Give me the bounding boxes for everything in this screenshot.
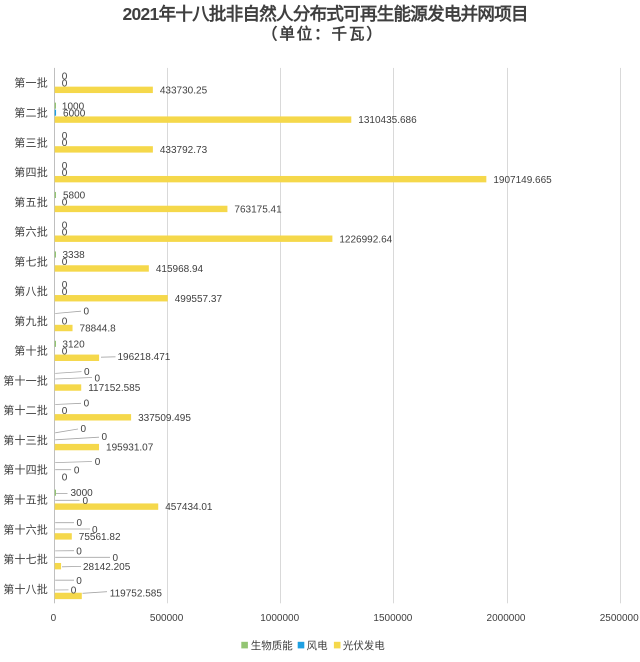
svg-text:0: 0	[62, 198, 68, 209]
svg-text:2000000: 2000000	[487, 613, 526, 624]
svg-text:433730.25: 433730.25	[160, 85, 208, 96]
svg-text:0: 0	[62, 227, 68, 238]
svg-text:0: 0	[62, 257, 68, 268]
svg-text:119752.585: 119752.585	[110, 589, 163, 600]
svg-text:第八批: 第八批	[14, 284, 48, 298]
svg-text:第二批: 第二批	[14, 105, 48, 119]
svg-text:415968.94: 415968.94	[156, 264, 204, 275]
svg-text:第三批: 第三批	[14, 135, 48, 149]
svg-text:生物质能: 生物质能	[251, 639, 293, 652]
svg-text:2021年十八批非自然人分布式可再生能源发电并网项目: 2021年十八批非自然人分布式可再生能源发电并网项目	[123, 4, 529, 24]
svg-text:第五批: 第五批	[14, 195, 48, 209]
svg-text:0: 0	[76, 576, 82, 587]
svg-text:500000: 500000	[150, 613, 184, 624]
svg-text:第十批: 第十批	[14, 344, 48, 358]
svg-text:光伏发电: 光伏发电	[343, 639, 386, 652]
svg-text:0: 0	[74, 465, 80, 476]
svg-text:0: 0	[62, 346, 68, 357]
svg-text:499557.37: 499557.37	[175, 294, 223, 305]
svg-text:0: 0	[71, 585, 77, 596]
svg-text:0: 0	[84, 399, 90, 410]
svg-text:0: 0	[76, 546, 82, 557]
svg-text:1907149.665: 1907149.665	[493, 175, 552, 186]
svg-text:（单位：千瓦）: （单位：千瓦）	[262, 24, 382, 43]
svg-text:0: 0	[51, 613, 57, 624]
svg-text:第十五批: 第十五批	[3, 493, 48, 507]
svg-text:28142.205: 28142.205	[83, 562, 131, 573]
svg-text:0: 0	[62, 138, 68, 149]
svg-text:6000: 6000	[63, 108, 86, 119]
svg-text:1226992.64: 1226992.64	[339, 234, 392, 245]
svg-text:第四批: 第四批	[14, 165, 48, 179]
svg-text:195931.07: 195931.07	[106, 443, 154, 454]
svg-text:0: 0	[84, 367, 90, 378]
svg-text:0: 0	[95, 457, 101, 468]
svg-text:78844.8: 78844.8	[80, 324, 117, 335]
svg-text:196218.471: 196218.471	[118, 352, 171, 363]
svg-text:0: 0	[62, 472, 68, 483]
svg-text:第十四批: 第十四批	[3, 463, 48, 477]
svg-text:风电: 风电	[307, 639, 329, 652]
svg-text:0: 0	[77, 518, 83, 529]
svg-text:0: 0	[62, 287, 68, 298]
svg-text:第十二批: 第十二批	[3, 403, 48, 417]
svg-text:第十三批: 第十三批	[3, 433, 48, 447]
svg-text:433792.73: 433792.73	[160, 145, 208, 156]
svg-text:1000000: 1000000	[260, 613, 299, 624]
svg-text:第十六批: 第十六批	[3, 522, 48, 536]
svg-text:第十七批: 第十七批	[3, 552, 48, 566]
svg-text:第十一批: 第十一批	[3, 373, 48, 387]
svg-text:0: 0	[81, 424, 87, 435]
svg-text:0: 0	[62, 317, 68, 328]
svg-text:0: 0	[62, 79, 68, 90]
svg-text:第一批: 第一批	[14, 76, 48, 90]
svg-text:第七批: 第七批	[14, 254, 48, 268]
svg-text:0: 0	[102, 432, 108, 443]
svg-text:75561.82: 75561.82	[79, 532, 121, 543]
svg-text:第十八批: 第十八批	[3, 582, 48, 596]
svg-text:2500000: 2500000	[600, 613, 639, 624]
svg-text:0: 0	[62, 406, 68, 417]
svg-text:0: 0	[84, 307, 90, 318]
svg-text:1310435.686: 1310435.686	[358, 115, 417, 126]
svg-text:第九批: 第九批	[14, 314, 48, 328]
svg-text:117152.585: 117152.585	[88, 383, 141, 394]
svg-text:1500000: 1500000	[373, 613, 412, 624]
svg-text:763175.41: 763175.41	[234, 205, 282, 216]
svg-text:337509.495: 337509.495	[138, 413, 191, 424]
svg-text:0: 0	[62, 168, 68, 179]
svg-text:第六批: 第六批	[14, 225, 48, 239]
svg-text:0: 0	[83, 496, 89, 507]
svg-text:457434.01: 457434.01	[165, 502, 213, 513]
